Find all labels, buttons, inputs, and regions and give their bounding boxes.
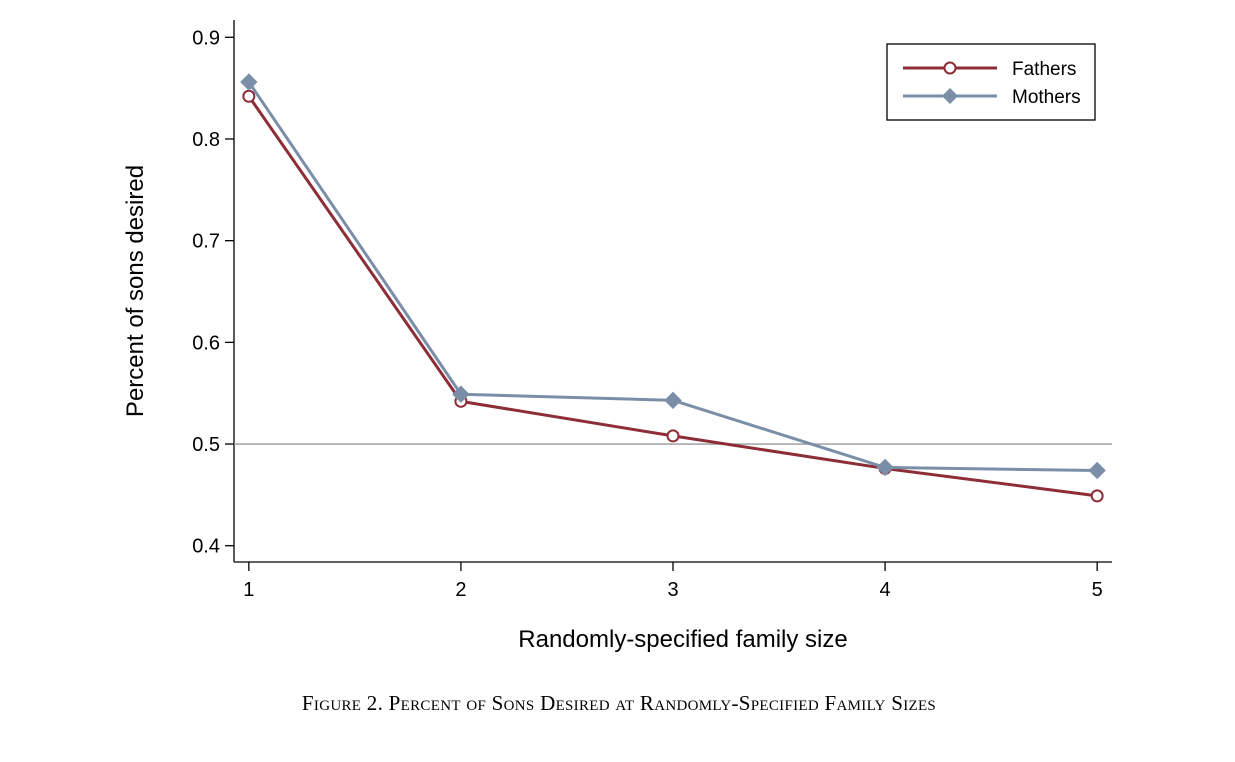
data-point xyxy=(1090,489,1104,503)
legend-marker xyxy=(943,61,957,75)
legend-label: Mothers xyxy=(1012,87,1081,108)
data-point xyxy=(242,89,256,103)
figure-caption: Figure 2. Percent of Sons Desired at Ran… xyxy=(302,691,936,715)
y-tick-label: 0.8 xyxy=(192,129,220,151)
data-point xyxy=(452,385,470,403)
y-tick-label: 0.4 xyxy=(192,536,220,558)
legend-label: Fathers xyxy=(1012,59,1076,80)
x-tick-label: 5 xyxy=(1092,579,1103,601)
data-point xyxy=(876,458,894,477)
y-tick-label: 0.9 xyxy=(192,27,220,49)
legend-marker xyxy=(942,88,958,104)
series-line xyxy=(247,81,1098,472)
x-tick-label: 1 xyxy=(243,579,254,601)
data-point xyxy=(666,429,680,443)
y-tick-label: 0.5 xyxy=(192,434,220,456)
x-tick-label: 3 xyxy=(667,579,678,601)
x-tick-label: 4 xyxy=(880,579,891,601)
x-tick-label: 2 xyxy=(455,579,466,601)
y-axis-label: Percent of sons desired xyxy=(122,165,149,417)
x-axis-label: Randomly-specified family size xyxy=(518,626,847,653)
data-point xyxy=(1088,461,1106,480)
legend-box xyxy=(886,43,1096,121)
y-tick-label: 0.6 xyxy=(192,332,220,354)
data-point xyxy=(240,73,258,91)
data-point xyxy=(664,391,682,410)
y-tick-label: 0.7 xyxy=(192,231,220,253)
